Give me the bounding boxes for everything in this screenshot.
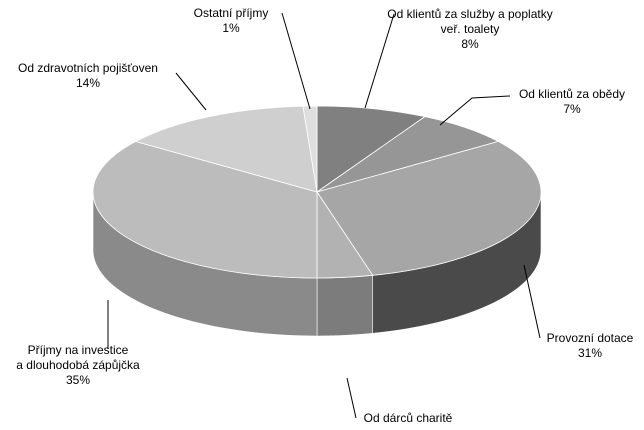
pie-slice-0 — [316, 105, 426, 193]
slice-percent: 35% — [66, 373, 90, 387]
slice-label-6: Ostatní příjmy 1% — [194, 6, 269, 35]
slice-label-1: Od klientů za obědy 7% — [519, 87, 625, 116]
pie-labels: Od klientů za služby a poplatky veř. toal… — [16, 6, 633, 425]
slice-label-5: Od zdravotních pojišťoven 14% — [18, 61, 158, 90]
slice-label-line: Od zdravotních pojišťoven — [18, 61, 158, 75]
pie-slice-2 — [316, 141, 542, 276]
leader-line-6 — [281, 12, 311, 110]
slice-label-line: Provozní dotace — [547, 331, 634, 345]
slice-percent: 7% — [563, 102, 581, 116]
slice-label-line: Od klientů za služby a poplatky — [387, 7, 552, 21]
leader-line-2 — [523, 264, 541, 339]
slice-label-line: Od dárců charitě — [364, 411, 453, 425]
leader-line-5 — [175, 72, 207, 111]
slice-percent: 14% — [76, 76, 100, 90]
slice-label-line: Příjmy na investice — [28, 343, 129, 357]
slice-label-3: Od dárců charitě — [364, 411, 453, 425]
slice-label-2: Provozní dotace 31% — [547, 331, 634, 360]
pie-slices — [92, 105, 542, 279]
pie-slice-5 — [134, 105, 318, 193]
slice-label-0: Od klientů za služby a poplatky veř. toal… — [387, 7, 552, 51]
leader-line-1 — [439, 95, 511, 126]
slice-label-line: veř. toalety — [441, 22, 500, 36]
slice-percent: 8% — [461, 37, 479, 51]
pie-slice-6 — [302, 105, 318, 193]
slice-label-4: Příjmy na investice a dlouhodobá zápůjčka… — [16, 343, 140, 387]
leader-line-3 — [346, 377, 357, 419]
slice-percent: 1% — [222, 21, 240, 35]
leader-line-0 — [364, 13, 395, 109]
slice-label-line: Od klientů za obědy — [519, 87, 625, 101]
slice-label-line: a dlouhodobá zápůjčka — [16, 358, 140, 372]
slice-label-line: Ostatní příjmy — [194, 6, 269, 20]
pie-slice-4 — [92, 141, 318, 279]
slice-percent: 31% — [578, 346, 602, 360]
pie-slice-side-3 — [316, 274, 374, 337]
